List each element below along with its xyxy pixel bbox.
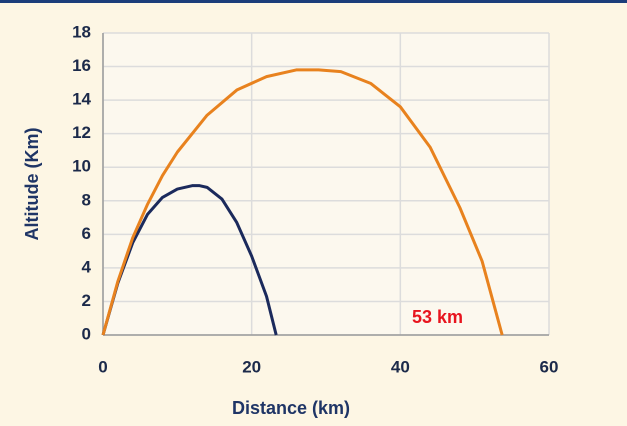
x-axis-label: Distance (km): [232, 398, 350, 418]
plot-area: [103, 33, 549, 335]
annotation: 53 km: [412, 307, 463, 327]
y-tick-label: 6: [82, 224, 91, 243]
x-tick-label: 40: [391, 357, 410, 376]
y-axis-label: Altitude (Km): [22, 128, 42, 241]
y-tick-label: 14: [72, 90, 91, 109]
x-tick-label: 0: [98, 357, 107, 376]
x-tick-label: 20: [242, 357, 261, 376]
trajectory-line: [101, 184, 278, 336]
top-border: [0, 0, 627, 3]
y-tick-label: 16: [72, 56, 91, 75]
x-tick-label: 60: [540, 357, 559, 376]
trajectory-line: [101, 68, 504, 336]
y-tick-label: 0: [82, 324, 91, 343]
y-tick-label: 2: [82, 291, 91, 310]
y-tick-label: 12: [72, 123, 91, 142]
y-tick-label: 8: [82, 190, 91, 209]
y-tick-label: 4: [82, 257, 92, 276]
y-tick-label: 10: [72, 157, 91, 176]
y-tick-label: 18: [72, 22, 91, 41]
